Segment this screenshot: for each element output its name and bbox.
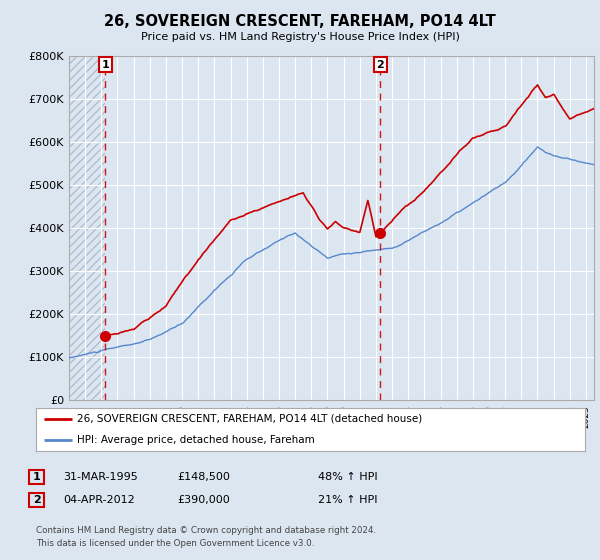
Text: Contains HM Land Registry data © Crown copyright and database right 2024.
This d: Contains HM Land Registry data © Crown c… <box>36 526 376 548</box>
Text: £148,500: £148,500 <box>177 472 230 482</box>
Text: 1: 1 <box>101 59 109 69</box>
Text: 04-APR-2012: 04-APR-2012 <box>63 495 135 505</box>
Text: 48% ↑ HPI: 48% ↑ HPI <box>318 472 377 482</box>
Text: 26, SOVEREIGN CRESCENT, FAREHAM, PO14 4LT (detached house): 26, SOVEREIGN CRESCENT, FAREHAM, PO14 4L… <box>77 414 422 424</box>
Text: 2: 2 <box>33 495 40 505</box>
Text: 31-MAR-1995: 31-MAR-1995 <box>63 472 138 482</box>
Text: 21% ↑ HPI: 21% ↑ HPI <box>318 495 377 505</box>
Text: HPI: Average price, detached house, Fareham: HPI: Average price, detached house, Fare… <box>77 435 315 445</box>
Text: Price paid vs. HM Land Registry's House Price Index (HPI): Price paid vs. HM Land Registry's House … <box>140 32 460 42</box>
Bar <box>69 56 106 400</box>
Text: 1: 1 <box>33 472 40 482</box>
Text: 26, SOVEREIGN CRESCENT, FAREHAM, PO14 4LT: 26, SOVEREIGN CRESCENT, FAREHAM, PO14 4L… <box>104 14 496 29</box>
Text: £390,000: £390,000 <box>177 495 230 505</box>
Text: 2: 2 <box>376 59 384 69</box>
Bar <box>69 56 106 400</box>
